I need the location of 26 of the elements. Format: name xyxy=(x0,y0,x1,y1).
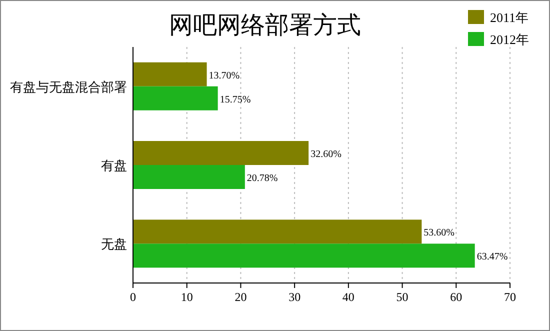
bar xyxy=(133,62,207,86)
bar xyxy=(133,244,475,268)
x-tick-label: 60 xyxy=(450,290,462,304)
y-tick-label: 有盘与无盘混合部署 xyxy=(10,80,127,96)
x-tick-label: 40 xyxy=(342,290,354,304)
x-tick-label: 30 xyxy=(288,290,301,304)
x-tick-label: 70 xyxy=(504,290,516,304)
bar xyxy=(133,220,422,244)
legend-label: 2012年 xyxy=(490,32,529,47)
data-label: 15.75% xyxy=(220,94,251,106)
y-tick-label: 有盘 xyxy=(101,159,127,174)
data-label: 13.70% xyxy=(208,70,240,82)
data-label: 53.60% xyxy=(424,228,455,239)
legend-label: 2011年 xyxy=(490,10,529,25)
data-label: 63.47% xyxy=(476,252,508,263)
y-tick-label: 无盘 xyxy=(101,238,127,253)
chart-title: 网吧网络部署方式 xyxy=(169,11,361,39)
data-label: 32.60% xyxy=(310,149,342,160)
bar xyxy=(133,165,245,189)
x-tick-label: 20 xyxy=(234,290,247,304)
bar xyxy=(133,141,309,165)
x-tick-label: 10 xyxy=(180,290,193,304)
x-tick-label: 50 xyxy=(396,290,408,304)
x-tick-label: 0 xyxy=(130,290,136,304)
bar xyxy=(133,86,218,110)
data-label: 20.78% xyxy=(246,173,278,184)
